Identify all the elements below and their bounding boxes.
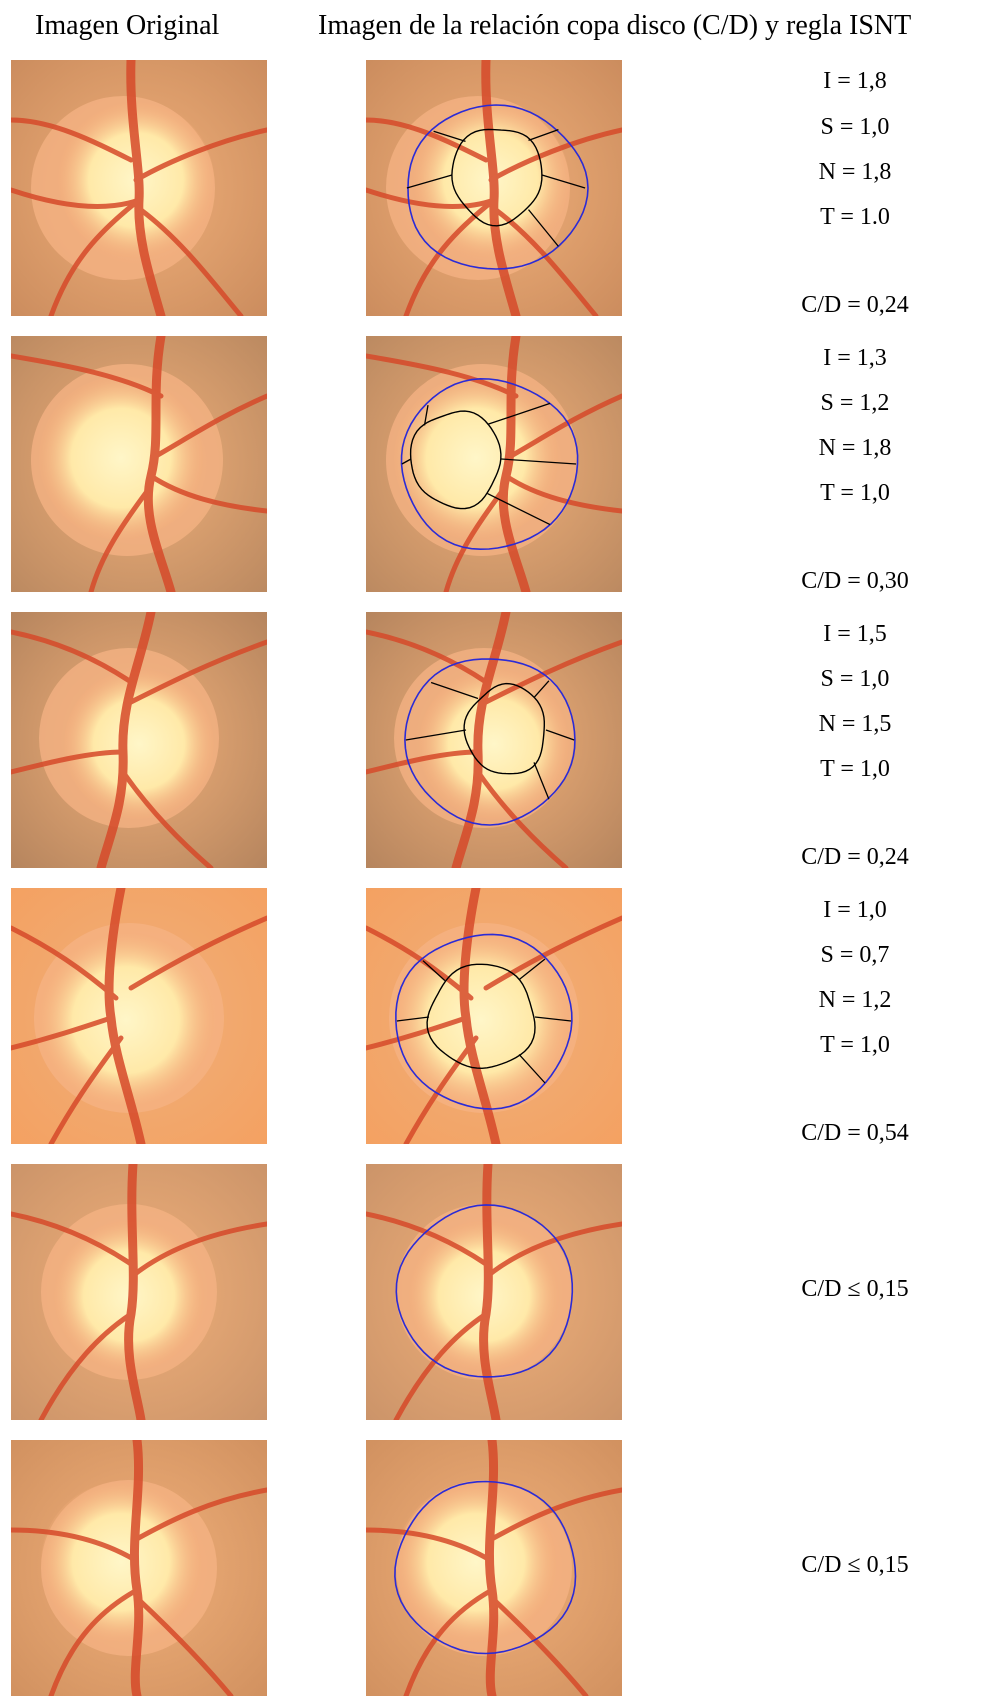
disc-outline — [394, 1480, 577, 1655]
isnt-measure-line — [406, 174, 453, 189]
disc-outline — [395, 1204, 574, 1378]
isnt-value: T = 1.0 — [820, 204, 890, 230]
result-row: I = 1,5 S = 1,0 N = 1,5 T = 1,0 C/D = 0,24 — [0, 612, 1005, 870]
disc-outline — [404, 658, 576, 826]
isnt-measure-line — [528, 128, 559, 142]
original-fundus-image — [11, 888, 267, 1144]
isnt-measure-line — [545, 729, 575, 741]
isnt-value: T = 1,0 — [820, 756, 890, 782]
isnt-measure-line — [533, 680, 550, 699]
measurements: I = 1,8 S = 1,0 N = 1,8 T = 1.0 C/D = 0,24 — [740, 60, 970, 318]
isnt-value: N = 1,8 — [818, 159, 892, 185]
measurements: C/D ≤ 0,15 — [740, 1440, 970, 1698]
isnt-measure-line — [518, 1053, 546, 1084]
isnt-value: S = 1,0 — [820, 666, 890, 692]
isnt-measure-line — [534, 1016, 572, 1022]
cd-ratio-value: C/D ≤ 0,15 — [801, 1552, 909, 1578]
cd-ratio-value: C/D ≤ 0,15 — [801, 1276, 909, 1302]
cup-disc-segmentation-image — [366, 1440, 622, 1696]
result-row: I = 1,0 S = 0,7 N = 1,2 T = 1,0 C/D = 0,54 — [0, 888, 1005, 1146]
measurements: I = 1,5 S = 1,0 N = 1,5 T = 1,0 C/D = 0,24 — [740, 612, 970, 870]
result-row: I = 1,3 S = 1,2 N = 1,8 T = 1,0 C/D = 0,30 — [0, 336, 1005, 594]
isnt-measure-line — [430, 681, 479, 700]
original-fundus-image — [11, 612, 267, 868]
isnt-measure-line — [541, 174, 586, 189]
isnt-measure-line — [527, 209, 559, 247]
cd-ratio-value: C/D = 0,54 — [801, 1120, 909, 1146]
isnt-measure-line — [405, 729, 467, 741]
isnt-value: T = 1,0 — [820, 1032, 890, 1058]
result-row: C/D ≤ 0,15 — [0, 1440, 1005, 1698]
isnt-value: N = 1,8 — [818, 435, 892, 461]
cup-disc-segmentation-image — [366, 1164, 622, 1420]
isnt-value: N = 1,5 — [818, 711, 892, 737]
cd-ratio-value: C/D = 0,24 — [801, 844, 909, 870]
original-fundus-image — [11, 60, 267, 316]
cd-ratio-value: C/D = 0,30 — [801, 568, 909, 594]
isnt-value: I = 1,5 — [823, 621, 887, 647]
isnt-value: I = 1,0 — [823, 897, 887, 923]
original-fundus-image — [11, 336, 267, 592]
cd-ratio-header: Imagen de la relación copa disco (C/D) y… — [318, 10, 912, 41]
measurements: C/D ≤ 0,15 — [740, 1164, 970, 1422]
isnt-value: T = 1,0 — [820, 480, 890, 506]
measurements: I = 1,0 S = 0,7 N = 1,2 T = 1,0 C/D = 0,54 — [740, 888, 970, 1146]
isnt-value: I = 1,3 — [823, 345, 887, 371]
measurements: I = 1,3 S = 1,2 N = 1,8 T = 1,0 C/D = 0,30 — [740, 336, 970, 594]
result-row: I = 1,8 S = 1,0 N = 1,8 T = 1.0 C/D = 0,24 — [0, 60, 1005, 318]
isnt-measure-line — [487, 402, 551, 426]
isnt-value: S = 1,0 — [820, 114, 890, 140]
isnt-measure-line — [518, 958, 546, 981]
isnt-measure-line — [401, 458, 412, 465]
original-fundus-image — [11, 1164, 267, 1420]
cd-ratio-value: C/D = 0,24 — [801, 292, 909, 318]
isnt-value: S = 1,2 — [820, 390, 890, 416]
isnt-measure-line — [422, 960, 446, 982]
isnt-measure-line — [396, 1016, 430, 1022]
isnt-value: N = 1,2 — [818, 987, 892, 1013]
cup-disc-segmentation-image — [366, 612, 622, 868]
original-fundus-image — [11, 1440, 267, 1696]
disc-outline — [400, 377, 579, 551]
isnt-value: S = 0,7 — [820, 942, 890, 968]
cup-disc-segmentation-image — [366, 336, 622, 592]
original-image-header: Imagen Original — [35, 10, 220, 41]
cup-disc-segmentation-image — [366, 60, 622, 316]
isnt-measure-line — [433, 130, 466, 143]
result-row: C/D ≤ 0,15 — [0, 1164, 1005, 1422]
isnt-measure-line — [533, 762, 550, 800]
disc-outline — [395, 933, 573, 1110]
isnt-value: I = 1,8 — [823, 68, 887, 94]
isnt-measure-line — [500, 458, 577, 465]
cup-disc-segmentation-image — [366, 888, 622, 1144]
isnt-measure-line — [423, 404, 429, 426]
isnt-measure-line — [487, 493, 551, 526]
